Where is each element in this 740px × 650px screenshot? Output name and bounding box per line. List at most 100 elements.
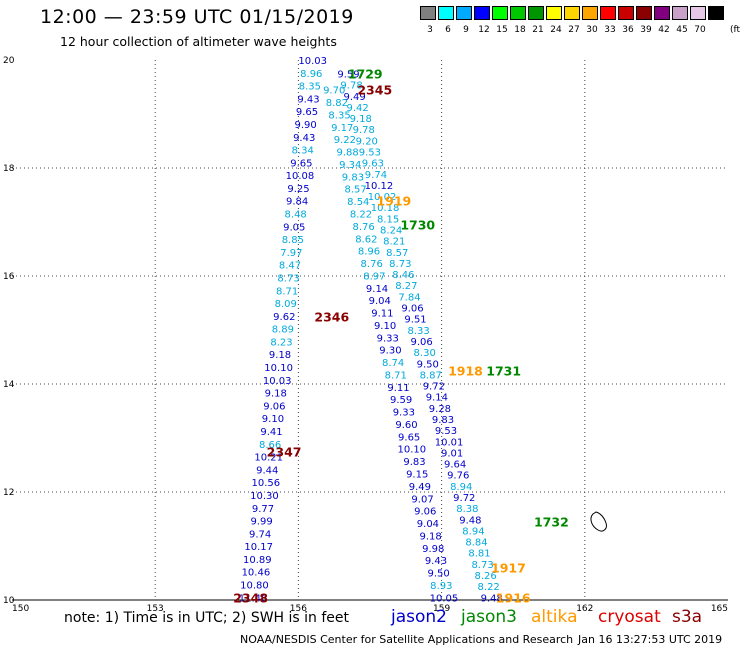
legend-label: 45	[676, 25, 688, 35]
legend-label: 21	[532, 25, 544, 35]
wave-height-value: 9.33	[377, 333, 399, 344]
wave-height-value: 9.14	[366, 284, 388, 295]
wave-height-value: 9.78	[340, 81, 362, 92]
satellite-cryosat-label: cryosat	[598, 607, 661, 627]
wave-height-value: 9.18	[265, 389, 287, 400]
wave-height-value: 9.04	[417, 519, 439, 530]
wave-height-value: 9.60	[395, 420, 417, 431]
pass-time-label: 2348	[233, 590, 268, 605]
legend-unit: (ft)	[730, 25, 740, 35]
legend-swatch	[438, 6, 454, 20]
x-tick-label: 159	[433, 604, 450, 614]
pass-time-label: 1729	[348, 67, 383, 82]
wave-height-value: 8.27	[395, 281, 417, 292]
wave-height-value: 10.05	[430, 593, 459, 604]
wave-height-value: 9.06	[411, 337, 433, 348]
legend-swatch	[654, 6, 670, 20]
wave-height-value: 9.18	[419, 531, 441, 542]
wave-height-value: 9.34	[339, 160, 361, 171]
pass-time-label: 1916	[496, 590, 531, 605]
wave-height-value: 9.65	[398, 432, 420, 443]
wave-height-value: 10.56	[252, 478, 281, 489]
wave-height-value: 8.71	[385, 370, 407, 381]
wave-height-value: 10.80	[240, 581, 269, 592]
wave-height-value: 8.57	[344, 185, 366, 196]
wave-height-value: 8.96	[358, 247, 380, 258]
wave-height-value: 9.25	[287, 184, 309, 195]
wave-height-value: 9.05	[283, 222, 305, 233]
legend-swatch	[690, 6, 706, 20]
wave-height-value: 8.54	[347, 197, 369, 208]
legend-label: 18	[514, 25, 526, 35]
wave-height-value: 8.22	[350, 210, 372, 221]
legend-swatch	[672, 6, 688, 20]
wave-height-value: 8.94	[450, 482, 472, 493]
wave-height-value: 8.38	[456, 504, 478, 515]
wave-height-value: 9.98	[422, 544, 444, 555]
wave-height-value: 8.09	[275, 299, 297, 310]
wave-height-value: 8.89	[272, 325, 294, 336]
legend-swatch	[510, 6, 526, 20]
wave-height-value: 9.88	[336, 148, 358, 159]
wave-height-value: 8.35	[299, 82, 321, 93]
wave-height-value: 9.64	[444, 460, 466, 471]
wave-height-value: 9.72	[423, 382, 445, 393]
wave-height-value: 8.81	[468, 549, 490, 560]
pass-time-label: 1731	[486, 364, 521, 379]
wave-height-value: 10.10	[398, 445, 427, 456]
legend-label: 24	[550, 25, 562, 35]
legend-swatch	[420, 6, 436, 20]
legend-label: 3	[427, 25, 433, 35]
wave-height-value: 9.72	[453, 493, 475, 504]
wave-height-value: 8.74	[382, 358, 404, 369]
coastline	[590, 511, 607, 532]
wave-height-value: 9.83	[432, 415, 454, 426]
wave-height-value: 8.24	[380, 226, 402, 237]
wave-height-value: 10.03	[298, 56, 327, 67]
y-tick-label: 16	[3, 272, 15, 282]
wave-height-value: 10.30	[250, 491, 279, 502]
x-tick-label: 162	[576, 604, 593, 614]
wave-height-value: 8.71	[276, 286, 298, 297]
pass-time-label: 1917	[491, 561, 526, 576]
legend-swatch	[708, 6, 724, 20]
x-tick-label: 156	[290, 604, 307, 614]
wave-height-value: 9.06	[401, 304, 423, 315]
legend-swatch	[564, 6, 580, 20]
satellite-altika-label: altika	[531, 607, 578, 627]
legend-swatch	[456, 6, 472, 20]
wave-height-value: 9.18	[269, 350, 291, 361]
wave-height-value: 9.06	[263, 401, 285, 412]
credit-text: NOAA/NESDIS Center for Satellite Applica…	[240, 633, 574, 646]
pass-time-label: 1919	[376, 193, 411, 208]
legend-label: 36	[622, 25, 634, 35]
satellite-jason3-label: jason3	[461, 607, 517, 627]
wave-height-value: 9.10	[262, 414, 284, 425]
wave-height-value: 10.18	[371, 203, 400, 214]
wave-height-value: 10.03	[263, 376, 292, 387]
wave-height-value: 9.51	[404, 315, 426, 326]
wave-height-value: 9.10	[374, 321, 396, 332]
wave-height-value: 9.11	[371, 309, 393, 320]
wave-height-value: 8.85	[282, 235, 304, 246]
wave-height-value: 10.89	[243, 555, 272, 566]
wave-height-value: 9.59	[390, 395, 412, 406]
pass-time-label: 1732	[534, 515, 569, 530]
wave-height-value: 9.84	[286, 197, 308, 208]
legend-label: 6	[445, 25, 451, 35]
wave-height-value: 8.23	[270, 337, 292, 348]
wave-height-value: 9.83	[403, 457, 425, 468]
wave-height-value: 8.15	[377, 214, 399, 225]
legend-swatch	[636, 6, 652, 20]
wave-height-value: 8.22	[478, 582, 500, 593]
wave-height-value: 9.50	[417, 359, 439, 370]
wave-height-value: 8.34	[292, 146, 314, 157]
wave-height-value: 9.22	[334, 135, 356, 146]
legend-label: 12	[478, 25, 490, 35]
page-subtitle: 12 hour collection of altimeter wave hei…	[60, 34, 337, 49]
y-tick-label: 20	[3, 56, 15, 66]
wave-height-value: 9.28	[429, 404, 451, 415]
wave-height-value: 8.73	[471, 560, 493, 571]
